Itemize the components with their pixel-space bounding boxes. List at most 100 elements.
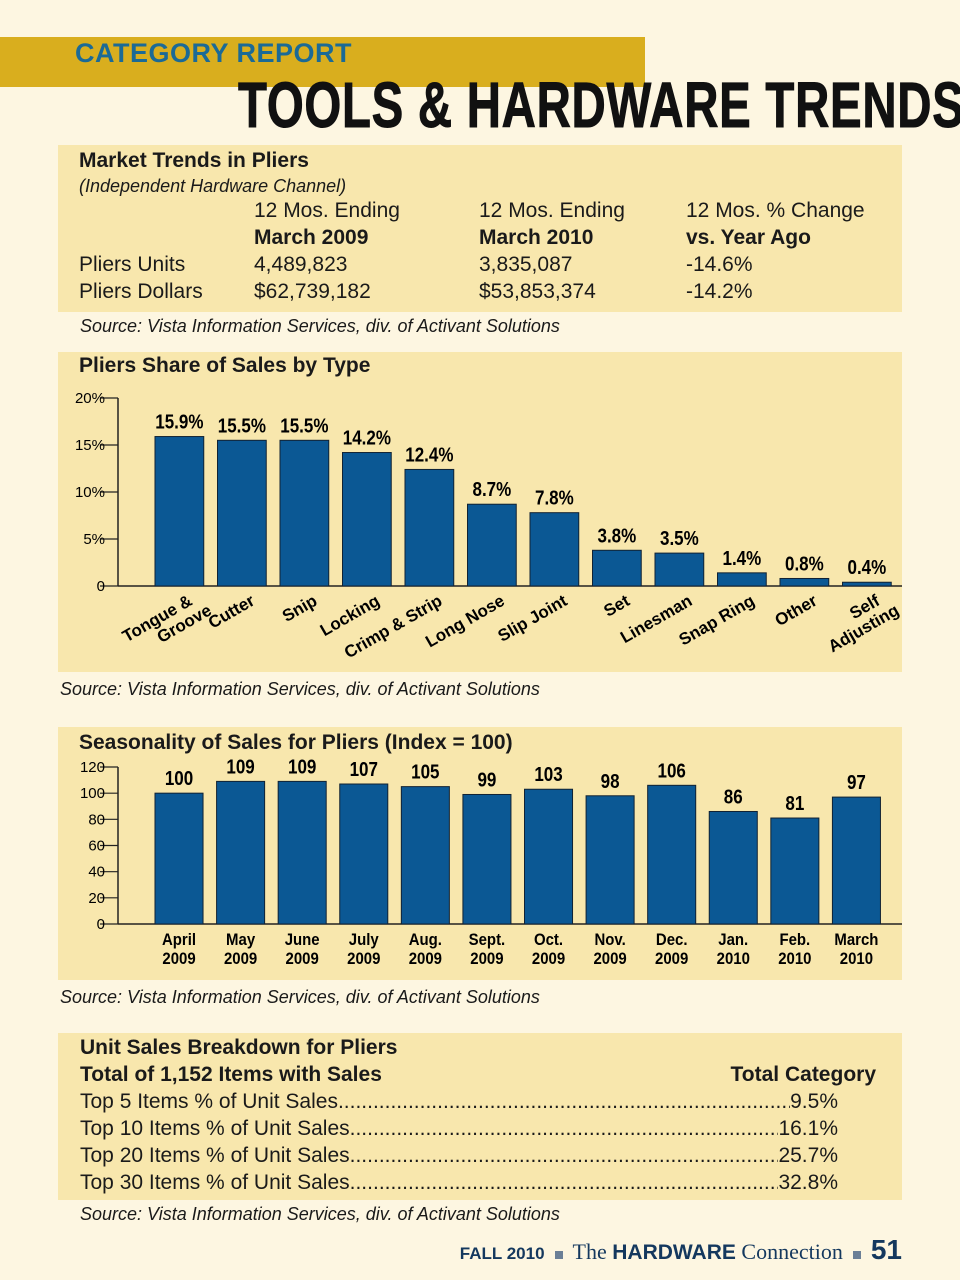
bar <box>524 788 574 925</box>
unit-row-label: Top 5 Items % of Unit Sales <box>80 1090 338 1113</box>
y-tick-label: 80 <box>88 811 105 828</box>
bar <box>592 549 642 587</box>
x-tick-label-line: Set <box>600 591 633 621</box>
unit-sales-source: Source: Vista Information Services, div.… <box>80 1204 560 1224</box>
cell: -14.2% <box>686 280 753 303</box>
data-label: 109 <box>288 755 316 778</box>
x-tick-label: 2009 <box>224 950 257 968</box>
bar <box>529 512 580 587</box>
page-title: TOOLS & HARDWARE TRENDS <box>238 69 960 142</box>
data-label: 86 <box>724 785 743 808</box>
pub-connection: Connection <box>741 1239 843 1264</box>
cell: 4,489,823 <box>254 253 348 276</box>
x-tick-label: Oct. <box>534 931 563 949</box>
pub-the: The <box>572 1239 607 1264</box>
data-label: 0.4% <box>848 556 887 579</box>
bar <box>279 439 330 587</box>
market-subtitle: (Independent Hardware Channel) <box>79 176 347 196</box>
data-label: 107 <box>350 758 378 781</box>
x-tick-label-line: Other <box>772 591 821 630</box>
unit-row: Top 20 Items % of Unit Sales 25.7% <box>80 1144 838 1168</box>
header-band <box>0 37 645 87</box>
bullet-square <box>852 1251 861 1259</box>
x-tick-label: March <box>834 931 878 949</box>
bar <box>339 783 389 925</box>
x-tick-label: 2009 <box>286 950 319 968</box>
data-label: 12.4% <box>405 443 453 466</box>
x-tick-label: Dec. <box>656 931 688 949</box>
y-tick-label: 40 <box>88 864 105 881</box>
share-chart-source: Source: Vista Information Services, div.… <box>60 679 540 699</box>
y-tick-label: 20 <box>88 890 105 907</box>
bar <box>717 572 767 587</box>
category-kicker: CATEGORY REPORT <box>75 38 353 68</box>
pub-name: HARDWARE <box>612 1241 736 1264</box>
x-tick-label: 2009 <box>162 950 195 968</box>
data-label: 15.5% <box>280 414 328 437</box>
data-label: 7.8% <box>535 486 574 509</box>
x-tick-label-line: Slip Joint <box>495 591 571 646</box>
x-tick-label: Aug. <box>409 931 442 949</box>
x-tick-label-line: Cutter <box>205 591 258 633</box>
col-header: 12 Mos. % Change <box>686 199 865 222</box>
unit-row-label: Top 20 Items % of Unit Sales <box>80 1144 350 1167</box>
x-tick-label: Snip <box>279 591 320 626</box>
data-label: 15.9% <box>155 410 203 433</box>
bar <box>654 552 705 587</box>
bar <box>770 817 820 925</box>
x-tick-label: 2009 <box>347 950 380 968</box>
x-tick-label: Sept. <box>469 931 506 949</box>
x-tick-label: 2009 <box>655 950 688 968</box>
bar <box>708 810 758 925</box>
bar <box>647 784 697 925</box>
bar <box>467 503 517 587</box>
x-tick-label: May <box>226 931 255 949</box>
x-tick-label: 2009 <box>470 950 503 968</box>
unit-row-value: 16.1% <box>778 1117 838 1140</box>
col-header: March 2009 <box>254 226 369 249</box>
bullet-square <box>554 1251 563 1259</box>
x-tick-label: 2009 <box>593 950 626 968</box>
market-source: Source: Vista Information Services, div.… <box>80 316 560 336</box>
cell: $62,739,182 <box>254 280 371 303</box>
x-tick-label: 2009 <box>409 950 442 968</box>
y-tick-label: 0 <box>97 578 105 595</box>
unit-row: Top 10 Items % of Unit Sales 16.1% <box>80 1117 838 1141</box>
bar <box>342 452 392 587</box>
x-tick-label: Jan. <box>718 931 748 949</box>
seasonality-chart-source: Source: Vista Information Services, div.… <box>60 987 540 1007</box>
x-tick-label: April <box>162 931 196 949</box>
bar <box>779 577 830 587</box>
y-tick-label: 120 <box>80 759 105 776</box>
unit-row-value: 32.8% <box>778 1171 838 1194</box>
x-tick-label: July <box>349 931 379 949</box>
data-label: 8.7% <box>473 478 512 501</box>
x-tick-label: Tongue &Groove <box>119 591 215 647</box>
col-header: vs. Year Ago <box>686 226 811 249</box>
seasonality-chart-title: Seasonality of Sales for Pliers (Index =… <box>79 731 513 754</box>
bar <box>217 439 267 587</box>
cell: $53,853,374 <box>479 280 596 303</box>
x-tick-label: 2010 <box>778 950 811 968</box>
unit-row: Top 5 Items % of Unit Sales 9.5% <box>80 1090 838 1114</box>
col-header: 12 Mos. Ending <box>254 199 400 222</box>
x-tick-label: Nov. <box>594 931 625 949</box>
data-label: 1.4% <box>723 547 762 570</box>
data-label: 98 <box>601 769 620 792</box>
data-label: 81 <box>785 792 804 815</box>
unit-sales-title: Unit Sales Breakdown for Pliers <box>80 1036 398 1059</box>
data-label: 97 <box>847 771 866 794</box>
data-label: 106 <box>658 759 686 782</box>
page-number: 51 <box>870 1234 902 1265</box>
cell: -14.6% <box>686 253 753 276</box>
y-tick-label: 10% <box>75 484 105 501</box>
x-tick-label: 2009 <box>532 950 565 968</box>
x-tick-label: June <box>285 931 320 949</box>
x-tick-label: Other <box>772 591 821 630</box>
page-footer: FALL 2010 The HARDWARE Connection 51 <box>460 1234 902 1266</box>
unit-sales-column: Total Category <box>730 1063 876 1086</box>
data-label: 103 <box>534 763 562 786</box>
row-label: Pliers Units <box>79 253 186 276</box>
